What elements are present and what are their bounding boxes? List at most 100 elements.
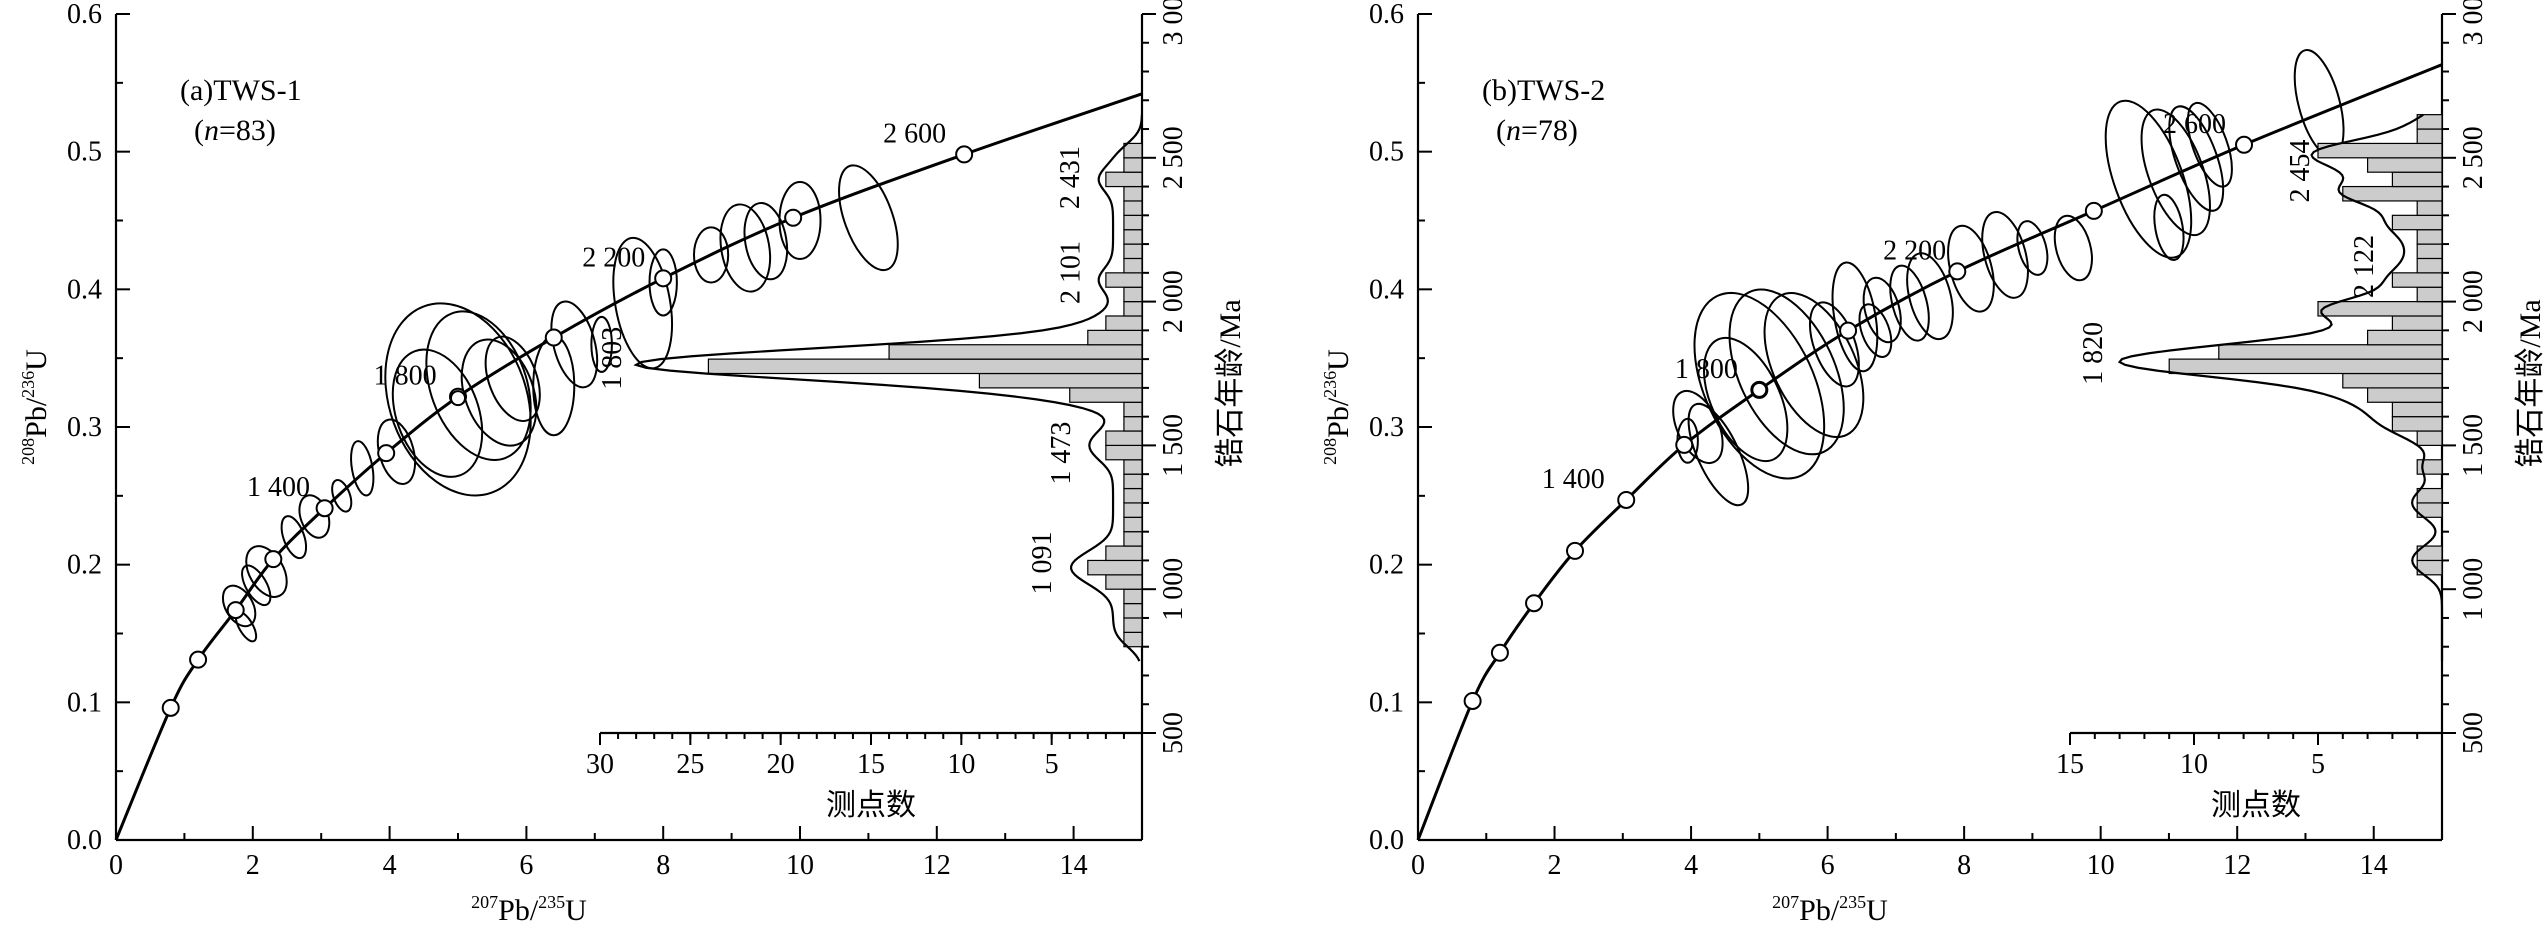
hist-x-title: 测点数 [826,789,916,822]
age-tick-label: 1 500 [1158,414,1189,477]
error-ellipse [1889,264,1930,342]
hist-bar [1105,430,1143,446]
x-tick-label: 12 [2223,850,2251,881]
panel-label: (a)TWS-1 [180,74,302,107]
age-marker [1617,490,1636,509]
hist-bar [2416,200,2443,216]
age-tick-label: 500 [2458,712,2489,754]
error-ellipse [692,226,730,284]
age-tick-label: 1 000 [2458,558,2489,621]
hist-bar [2391,214,2443,231]
error-ellipse [2016,220,2049,276]
hist-bar [2391,401,2443,418]
y-tick-label: 0.1 [1369,687,1404,718]
sample-size-label: (n=83) [194,114,276,147]
age-marker [2235,135,2254,154]
x-tick-label: 8 [656,850,670,881]
peak-age-label: 1 803 [597,327,628,390]
hist-bar [2416,257,2443,274]
age-marker [544,328,563,347]
x-tick-label: 10 [2087,850,2115,881]
error-ellipse [1728,288,1845,456]
hist-bar [2168,358,2443,375]
age-tick-label: 2 500 [1158,126,1189,189]
concordia-age-label: 2 200 [582,242,645,273]
hist-bar [1123,229,1143,245]
sample-size-label: (n=78) [1496,114,1578,147]
count-tick-label: 20 [767,749,795,780]
concordia-panel-b: 0 2 4 6 8 10 12 14 0.0 0.1 0.2 0.3 0.4 0.5 0.6 207Pb/23… [1320,0,2545,927]
peak-age-label: 1 091 [1027,532,1058,595]
error-ellipse [1763,292,1865,439]
y-tick-label: 0.5 [67,137,102,168]
hist-bar [1123,401,1143,418]
hist-bar [2342,372,2443,389]
error-ellipse [2140,108,2211,237]
count-tick-label: 15 [2056,749,2084,780]
age-tick-label: 3 000 [2458,0,2489,46]
age-marker [1675,435,1694,454]
x-tick-label: 4 [1684,850,1698,881]
error-ellipse [1831,261,1879,373]
hist-bar [1105,574,1143,590]
hist-bar [2416,243,2443,260]
hist-bar [2416,229,2443,245]
y-axis-title: 208Pb/236U [1320,349,1355,465]
error-ellipse [391,348,484,478]
y-tick-label: 0.4 [67,274,102,305]
hist-bar [978,372,1143,389]
hist-bar [1123,185,1143,202]
error-ellipse [778,180,822,261]
hist-bar [2416,487,2443,504]
hist-bar [1105,315,1143,331]
y-tick-label: 0.6 [67,0,102,30]
histogram-inset: 500 1 000 1 500 2 000 2 500 3 000 30 25 20 15 10 5 测… [586,0,1247,822]
hist-bar [1123,200,1143,216]
error-ellipse [1858,303,1893,358]
hist-bar [2367,157,2443,173]
hist-bar [2416,430,2443,446]
hist-bar [1123,416,1143,432]
hist-bar [1123,157,1143,173]
age-marker [1566,541,1585,560]
y-tick-label: 0.1 [67,687,102,718]
hist-bar [1105,545,1143,562]
hist-bar [2391,171,2443,188]
age-marker [2084,201,2103,220]
count-tick-label: 30 [586,749,614,780]
age-tick-label: 1 500 [2458,414,2489,477]
hist-y-title: 锆石年龄/Ma [1214,299,1247,467]
count-tick-label: 10 [2180,749,2208,780]
hist-bar [2317,301,2443,317]
age-marker [784,208,803,227]
hist-bar [2367,387,2443,403]
age-marker [955,145,974,164]
hist-bar [2317,142,2443,159]
panel-label: (b)TWS-2 [1482,74,1605,107]
count-tick-label: 5 [1045,749,1059,780]
age-marker [377,444,396,463]
hist-bar [707,358,1143,375]
error-ellipse [1981,211,2029,299]
hist-bar [1123,487,1143,504]
error-ellipse [241,564,272,607]
error-ellipse [719,203,772,293]
hist-bar [1123,286,1143,303]
y-tick-label: 0.3 [1369,412,1404,443]
concordia-age-label: 2 200 [1883,235,1946,266]
age-marker [189,650,208,669]
peak-age-label: 2 101 [1056,241,1087,304]
hist-bar [1123,243,1143,260]
error-ellipse [1672,390,1724,464]
concordia-age-label: 2 600 [2163,109,2226,140]
age-marker [1463,691,1482,710]
x-axis-title: 207Pb/235U [1772,892,1888,927]
hist-bar [1123,502,1143,518]
hist-bar [2391,416,2443,432]
age-tick-label: 2 500 [2458,126,2489,189]
concordia-age-label: 2 600 [883,118,946,149]
hist-bar [2416,128,2443,145]
hist-x-title: 测点数 [2211,789,2301,822]
y-tick-label: 0.0 [67,825,102,856]
error-ellipse [280,515,308,560]
